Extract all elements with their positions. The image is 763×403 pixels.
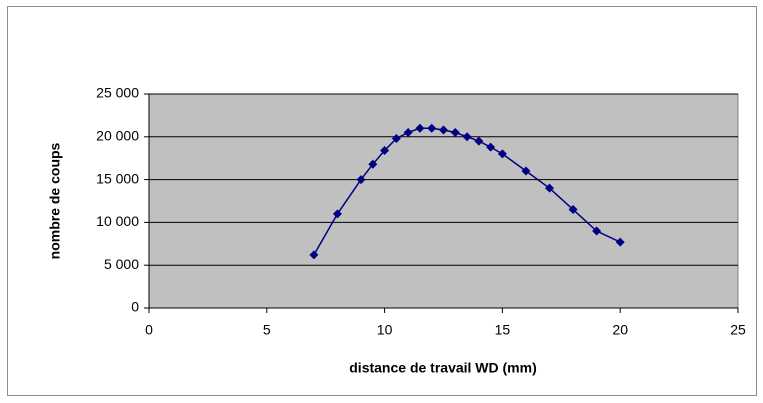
data-point-3 — [368, 159, 378, 169]
x-tick-label-4: 20 — [612, 322, 628, 338]
data-point-7 — [415, 123, 425, 133]
data-point-10 — [450, 128, 460, 138]
x-tick-label-0: 0 — [145, 322, 153, 338]
y-tick-labels: 0 5 000 10 000 15 000 20 000 25 000 — [96, 85, 139, 315]
data-point-2 — [356, 175, 366, 185]
data-point-6 — [403, 128, 413, 138]
gridlines — [149, 93, 738, 266]
data-point-15 — [521, 166, 531, 176]
y-tick-label-0: 0 — [131, 299, 139, 315]
y-tick-label-5: 25 000 — [96, 85, 139, 101]
data-point-19 — [615, 237, 625, 247]
data-point-0 — [309, 250, 319, 260]
x-tick-label-1: 5 — [263, 322, 271, 338]
x-tick-label-5: 25 — [730, 322, 746, 338]
data-point-4 — [380, 145, 390, 155]
y-tick-label-1: 5 000 — [104, 256, 139, 272]
x-tick-label-2: 10 — [377, 322, 393, 338]
data-point-11 — [462, 132, 472, 142]
data-point-5 — [391, 134, 401, 144]
series-layer — [309, 123, 625, 260]
data-point-12 — [474, 136, 484, 146]
axes — [144, 93, 739, 313]
data-point-14 — [497, 149, 507, 159]
data-point-13 — [486, 142, 496, 152]
x-tick-label-3: 15 — [495, 322, 511, 338]
y-axis-title: nombre de coups — [47, 142, 63, 259]
y-tick-label-3: 15 000 — [96, 170, 139, 186]
data-point-17 — [568, 205, 578, 215]
data-point-16 — [545, 183, 555, 193]
data-point-1 — [332, 209, 342, 219]
x-axis-title: distance de travail WD (mm) — [349, 360, 537, 376]
data-point-18 — [592, 226, 602, 236]
x-tick-labels: 0 5 10 15 20 25 — [145, 322, 746, 338]
data-point-8 — [427, 123, 437, 133]
y-tick-label-4: 20 000 — [96, 128, 139, 144]
data-point-9 — [439, 125, 448, 135]
y-tick-label-2: 10 000 — [96, 213, 139, 229]
